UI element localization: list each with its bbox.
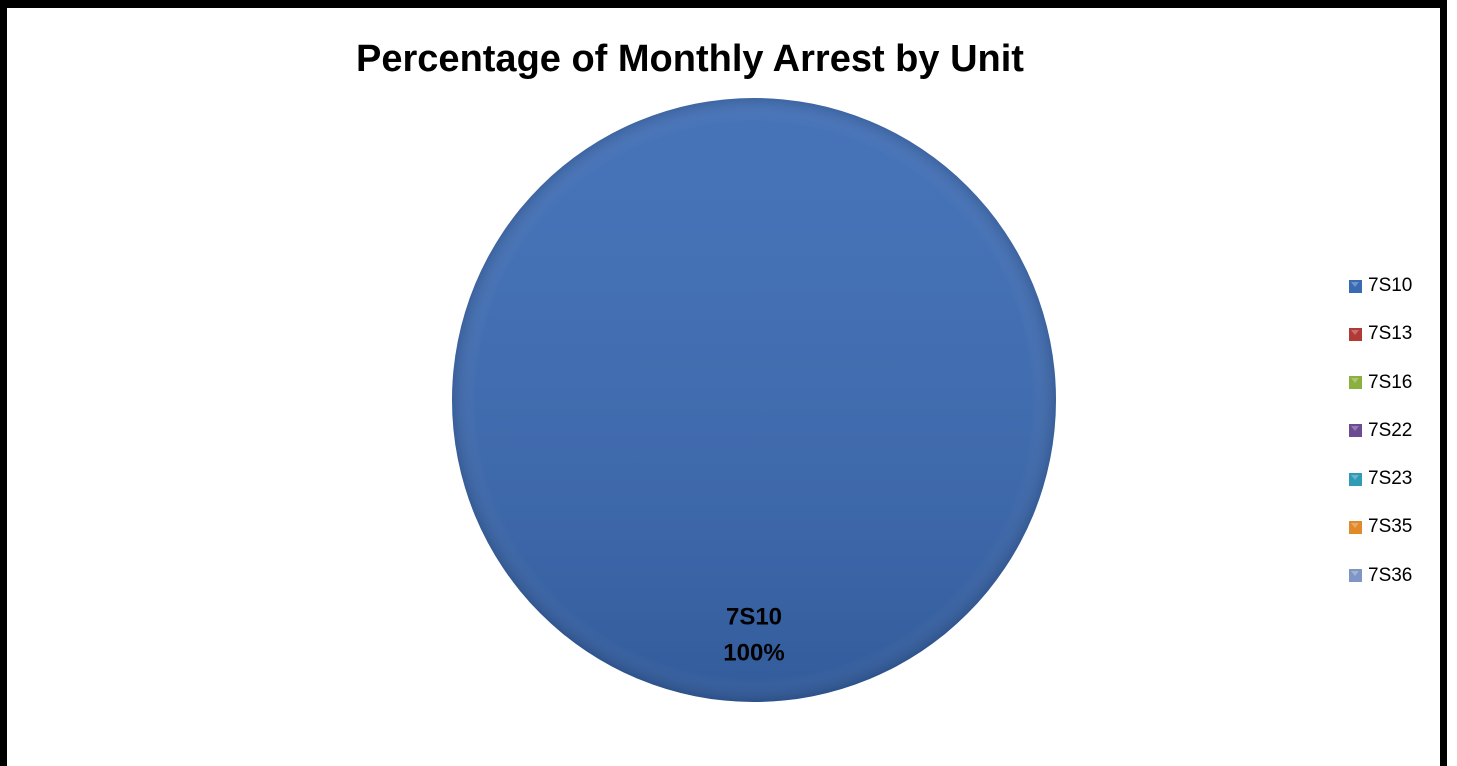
legend-item-7s23: 7S23 bbox=[1349, 467, 1412, 491]
legend-label: 7S35 bbox=[1368, 516, 1413, 538]
data-label-category: 7S10 bbox=[726, 604, 782, 631]
legend-swatch bbox=[1349, 376, 1362, 390]
legend-label: 7S36 bbox=[1368, 564, 1413, 586]
legend-label: 7S23 bbox=[1368, 468, 1413, 490]
pie-data-labels: 7S10 100% bbox=[723, 604, 784, 667]
legend-item-7s36: 7S36 bbox=[1349, 564, 1412, 588]
legend-swatch bbox=[1349, 472, 1362, 486]
legend-item-7s16: 7S16 bbox=[1349, 371, 1412, 395]
legend-swatch bbox=[1349, 279, 1362, 293]
legend-label: 7S13 bbox=[1368, 323, 1413, 345]
pie-slices bbox=[452, 98, 1056, 702]
legend-label: 7S22 bbox=[1368, 419, 1413, 441]
legend-label: 7S10 bbox=[1368, 275, 1413, 296]
legend-item-7s10: 7S10 bbox=[1349, 274, 1412, 298]
legend-swatch bbox=[1349, 327, 1362, 341]
pie-slice-edge-shade bbox=[452, 98, 1056, 702]
legend-item-7s35: 7S35 bbox=[1349, 515, 1412, 539]
legend-swatch bbox=[1349, 569, 1362, 583]
legend-swatch bbox=[1349, 520, 1362, 534]
legend-swatch bbox=[1349, 424, 1362, 438]
legend-item-7s22: 7S22 bbox=[1349, 419, 1412, 443]
chart-title: Percentage of Monthly Arrest by Unit bbox=[356, 38, 1024, 80]
legend-label: 7S16 bbox=[1368, 371, 1413, 393]
data-label-value: 100% bbox=[723, 640, 784, 667]
legend-item-7s13: 7S13 bbox=[1349, 322, 1412, 346]
legend: 7S10 7S13 7S16 7S22 7S23 7S35 7S36 bbox=[1349, 274, 1412, 612]
